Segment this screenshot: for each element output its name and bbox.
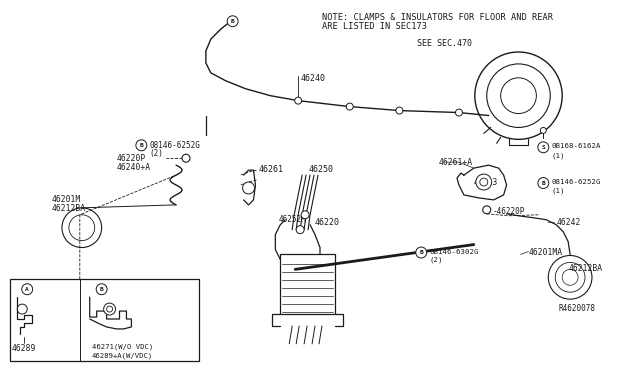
Circle shape [396, 107, 403, 114]
Circle shape [104, 303, 116, 315]
Text: 46313: 46313 [474, 178, 498, 187]
Text: B: B [419, 250, 423, 255]
Text: 46271(W/O VDC): 46271(W/O VDC) [92, 344, 153, 350]
Text: R4620078: R4620078 [558, 304, 595, 313]
Text: ARE LISTED IN SEC173: ARE LISTED IN SEC173 [322, 22, 427, 31]
Bar [10, 279, 199, 361]
Text: S: S [541, 145, 545, 150]
Text: 46212BA: 46212BA [52, 204, 86, 213]
Text: 46242: 46242 [556, 218, 580, 227]
Circle shape [500, 78, 536, 113]
Text: 46252M: 46252M [278, 215, 306, 224]
Text: B: B [541, 180, 545, 186]
Text: -46220P: -46220P [493, 207, 525, 216]
Text: 0B146-6302G: 0B146-6302G [429, 248, 479, 254]
Text: (1): (1) [551, 188, 564, 195]
Circle shape [480, 178, 488, 186]
Bar [280, 254, 335, 314]
Text: 46220: 46220 [315, 218, 340, 227]
Text: 46240+A: 46240+A [116, 163, 150, 172]
Circle shape [538, 142, 548, 153]
Text: 46289: 46289 [12, 344, 36, 353]
Circle shape [136, 140, 147, 151]
Text: A: A [26, 287, 29, 292]
Text: 08146-6252G: 08146-6252G [551, 179, 601, 185]
Circle shape [69, 215, 95, 241]
Circle shape [62, 208, 102, 247]
Circle shape [456, 109, 463, 116]
Circle shape [416, 247, 427, 258]
Text: SEE SEC.470: SEE SEC.470 [417, 39, 472, 48]
Text: B: B [140, 143, 143, 148]
Text: (2): (2) [149, 149, 163, 158]
Text: B: B [100, 287, 104, 292]
Circle shape [556, 262, 585, 292]
Text: 46240: 46240 [300, 74, 325, 83]
Circle shape [296, 226, 304, 234]
Circle shape [487, 64, 550, 128]
Text: 46201MA: 46201MA [529, 247, 563, 257]
Circle shape [243, 182, 255, 194]
Text: (2): (2) [429, 256, 443, 263]
Text: 08146-6252G: 08146-6252G [149, 141, 200, 150]
Text: 46201M: 46201M [52, 195, 81, 204]
Text: 46250: 46250 [308, 165, 333, 174]
Text: 46212BA: 46212BA [568, 264, 602, 273]
Circle shape [294, 97, 301, 104]
Circle shape [538, 177, 548, 189]
Text: (1): (1) [551, 152, 564, 159]
Circle shape [107, 306, 113, 312]
Circle shape [483, 206, 491, 214]
Circle shape [562, 269, 578, 285]
Circle shape [96, 284, 107, 295]
Circle shape [540, 128, 547, 134]
Text: B: B [231, 19, 234, 24]
Circle shape [476, 174, 492, 190]
Circle shape [182, 154, 190, 162]
Circle shape [548, 256, 592, 299]
Text: 46220P: 46220P [116, 154, 146, 163]
Circle shape [301, 211, 309, 219]
Circle shape [17, 304, 28, 314]
Text: 46289+A(W/VDC): 46289+A(W/VDC) [92, 353, 153, 359]
Circle shape [22, 284, 33, 295]
Text: 0B168-6162A: 0B168-6162A [551, 143, 601, 149]
Text: NOTE: CLAMPS & INSULATORS FOR FLOOR AND REAR: NOTE: CLAMPS & INSULATORS FOR FLOOR AND … [322, 13, 553, 22]
Circle shape [227, 16, 238, 27]
Text: 46261+A: 46261+A [439, 158, 473, 167]
Circle shape [475, 52, 562, 140]
Text: 46261: 46261 [259, 165, 284, 174]
Circle shape [346, 103, 353, 110]
